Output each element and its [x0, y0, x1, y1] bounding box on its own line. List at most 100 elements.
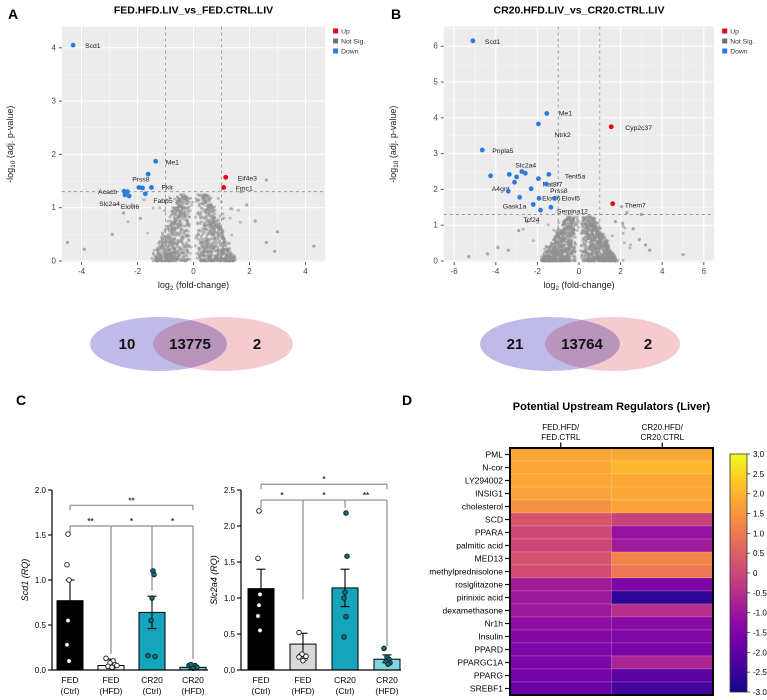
gene-label: Acacb [98, 189, 117, 196]
data-points [186, 661, 200, 671]
legend-swatch [333, 38, 339, 44]
gene-label: Cyp2c37 [625, 125, 652, 132]
sig-stars: ** [128, 496, 135, 505]
row-label: MED13 [475, 554, 504, 564]
panel-d-label: D [402, 392, 413, 408]
row-label: Nr1h [485, 619, 504, 629]
heatmap-cell [611, 642, 714, 657]
heatmap-cell [509, 564, 612, 579]
significance-brackets [69, 504, 194, 660]
y-tick-label: 1.5 [35, 531, 47, 540]
category-label: (Ctrl) [252, 686, 271, 696]
y-axis-title: -log10 (adj. p-value) [5, 106, 17, 183]
significant-gene-points: Scd1 Me1 Acacb Prss8 Pklr Slc2a4 Fabp5 Elovl6 Ei… [70, 42, 257, 211]
data-points [296, 629, 309, 664]
gene-label: Serpina12 [557, 208, 588, 215]
row-label: PML [486, 450, 504, 460]
y-tick-label: 1.0 [224, 594, 236, 603]
column-header: FED.HFD/ [542, 423, 580, 432]
legend-label: Down [341, 48, 359, 55]
legend-label: Up [730, 29, 739, 36]
gene-label: Ntrk2 [554, 132, 570, 139]
venn-diagram-cr20: 21 13764 2 [480, 317, 680, 371]
row-label: cholesterol [462, 502, 503, 512]
colorbar-tick-label: 1.0 [753, 529, 765, 538]
upstream-regulators-heatmap: Potential Upstream Regulators (Liver) FED… [429, 401, 767, 697]
row-label: rosiglitazone [455, 580, 503, 590]
data-points [145, 568, 158, 660]
y-tick-label: 4 [433, 113, 438, 122]
heatmap-cell [611, 681, 714, 696]
heatmap-cell [611, 590, 714, 605]
legend-swatch [333, 48, 339, 54]
x-tick-label: -2 [534, 267, 542, 276]
heatmap-cell [509, 642, 612, 657]
data-points [255, 508, 263, 634]
legend-label: Up [341, 28, 350, 35]
data-points [381, 645, 393, 667]
heatmap-cell [509, 460, 612, 475]
volcano-plot-cr20: Scd1 Me1 Ntrk2 Cyp2c37 Pnpla5 Slc2a4 Tent5aNat… [388, 5, 754, 292]
row-label: N-cor [482, 463, 503, 473]
heatmap-cell [509, 486, 612, 501]
axes: -6 -4 -2 0 2 4 6 0 1 2 3 4 5 6 log2 (fold-change) -log1… [388, 42, 707, 292]
heatmap-cell [509, 577, 612, 592]
category-label: CR20 [141, 675, 163, 685]
x-tick-label: 4 [660, 267, 665, 276]
heatmap-cell [509, 512, 612, 527]
column-header: CR20.CTRL [640, 433, 684, 442]
heatmap-cells [509, 447, 714, 696]
gene-label: Prss8 [132, 176, 150, 183]
x-tick-label: 0 [191, 267, 196, 276]
category-label: (Ctrl) [61, 686, 80, 696]
heatmap-cell [611, 603, 714, 618]
x-tick-label: 2 [247, 267, 252, 276]
legend-swatch [722, 28, 728, 34]
category-label: (Ctrl) [336, 686, 355, 696]
sig-stars: * [280, 491, 284, 500]
gene-label: A4gnt [492, 186, 510, 193]
sig-stars: ** [363, 491, 370, 500]
category-label: FED [253, 675, 270, 685]
x-tick-label: -4 [78, 267, 86, 276]
plot-title: CR20.HFD.LIV_vs_CR20.CTRL.LIV [494, 5, 665, 17]
gene-label: Me1 [166, 159, 179, 166]
row-label: SREBF1 [470, 684, 503, 694]
y-tick-label: 2 [433, 185, 438, 194]
legend: Up Not Sig. Down [722, 29, 754, 56]
y-axis-title: Scd1 (RQ) [20, 559, 30, 602]
x-tick-label: 4 [303, 267, 308, 276]
y-tick-label: 4 [51, 43, 56, 52]
heatmap-cell [611, 564, 714, 579]
gene-label: Fabp5 [153, 198, 172, 205]
colorbar-tick-label: 1.5 [753, 510, 765, 519]
x-tick-label: 2 [618, 267, 623, 276]
panel-c-label: C [16, 392, 27, 408]
significant-gene-points: Scd1 Me1 Ntrk2 Cyp2c37 Pnpla5 Slc2a4 Tent5aNat… [470, 38, 652, 224]
heatmap-cell [611, 668, 714, 683]
category-label: (Ctrl) [143, 686, 162, 696]
x-tick-label: -4 [492, 267, 500, 276]
heatmap-cell [509, 668, 612, 683]
gene-label: Scd1 [85, 43, 101, 50]
data-points [103, 655, 120, 671]
category-label: CR20 [376, 675, 398, 685]
gene-label: Tent5a [565, 173, 586, 180]
venn-overlap-count: 13764 [561, 336, 603, 353]
row-label: methylprednisolone [429, 567, 503, 577]
data-points [341, 510, 350, 640]
y-tick-label: 0 [433, 257, 438, 266]
legend: Up Not Sig. Down [333, 28, 365, 55]
row-label: pirinixic acid [457, 593, 504, 603]
row-label: dexamethasone [443, 606, 504, 616]
gene-label: Gask1a [503, 203, 527, 210]
colorbar-tick-label: -3.0 [753, 688, 767, 697]
axes: 0.00.51.01.52.02.5FED(Ctrl)FED(HFD)CR20(… [209, 486, 401, 696]
y-axis-title: Slc2a4 (RQ) [209, 555, 219, 605]
heatmap-title: Potential Upstream Regulators (Liver) [513, 401, 711, 413]
heatmap-cell [611, 551, 714, 566]
colorbar-tick-label: -0.5 [753, 589, 767, 598]
y-tick-label: 0.5 [224, 630, 236, 639]
colorbar-tick-label: 2.0 [753, 490, 765, 499]
